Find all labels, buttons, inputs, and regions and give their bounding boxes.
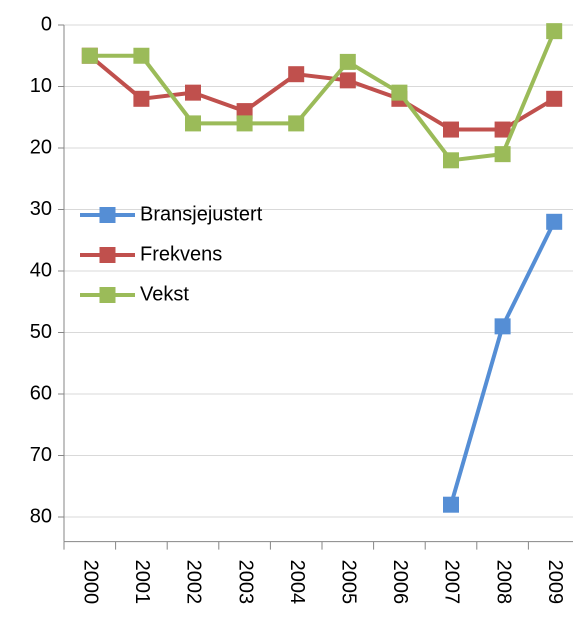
y-tick-label: 50 [30,321,52,343]
marker [81,47,98,64]
series-line [449,220,556,506]
marker [443,152,459,169]
x-tick-label: 2003 [234,560,256,605]
x-tick-label: 2009 [544,560,566,605]
marker [133,47,150,64]
marker [494,146,511,163]
legend-marker [99,287,116,303]
marker [185,115,201,132]
x-tick-label: 2004 [286,560,308,605]
y-tick-label: 20 [30,136,52,158]
marker [288,66,305,83]
marker [391,84,408,101]
x-tick-label: 2001 [131,560,153,605]
y-tick-label: 70 [30,444,52,466]
marker [236,103,253,120]
marker [236,115,253,132]
x-tick-label: 2007 [441,560,463,605]
marker [339,72,356,89]
x-tick-label: 2006 [389,560,411,605]
legend-label: Bransjejustert [140,203,263,225]
series-line [88,54,556,132]
x-tick-label: 2008 [492,560,514,605]
series-line [89,30,557,163]
marker [546,213,563,230]
legend-label: Frekvens [140,243,222,265]
marker [185,84,201,101]
y-tick-label: 60 [30,382,52,404]
legend-marker [99,207,116,223]
y-tick-label: 0 [41,13,52,35]
marker [339,53,356,70]
marker [443,496,459,513]
legend-marker [99,247,116,263]
marker [546,23,563,40]
marker [443,121,459,138]
marker [494,121,511,138]
y-tick-label: 80 [30,505,52,527]
marker [288,115,305,132]
y-tick-label: 30 [30,198,52,220]
legend-label: Vekst [140,283,189,305]
y-tick-label: 10 [30,75,52,97]
marker [133,90,150,107]
marker [546,90,563,107]
x-tick-label: 2000 [80,560,102,605]
x-tick-label: 2002 [183,560,205,605]
x-tick-label: 2005 [338,560,360,605]
y-tick-label: 40 [30,259,52,281]
marker [494,318,511,335]
